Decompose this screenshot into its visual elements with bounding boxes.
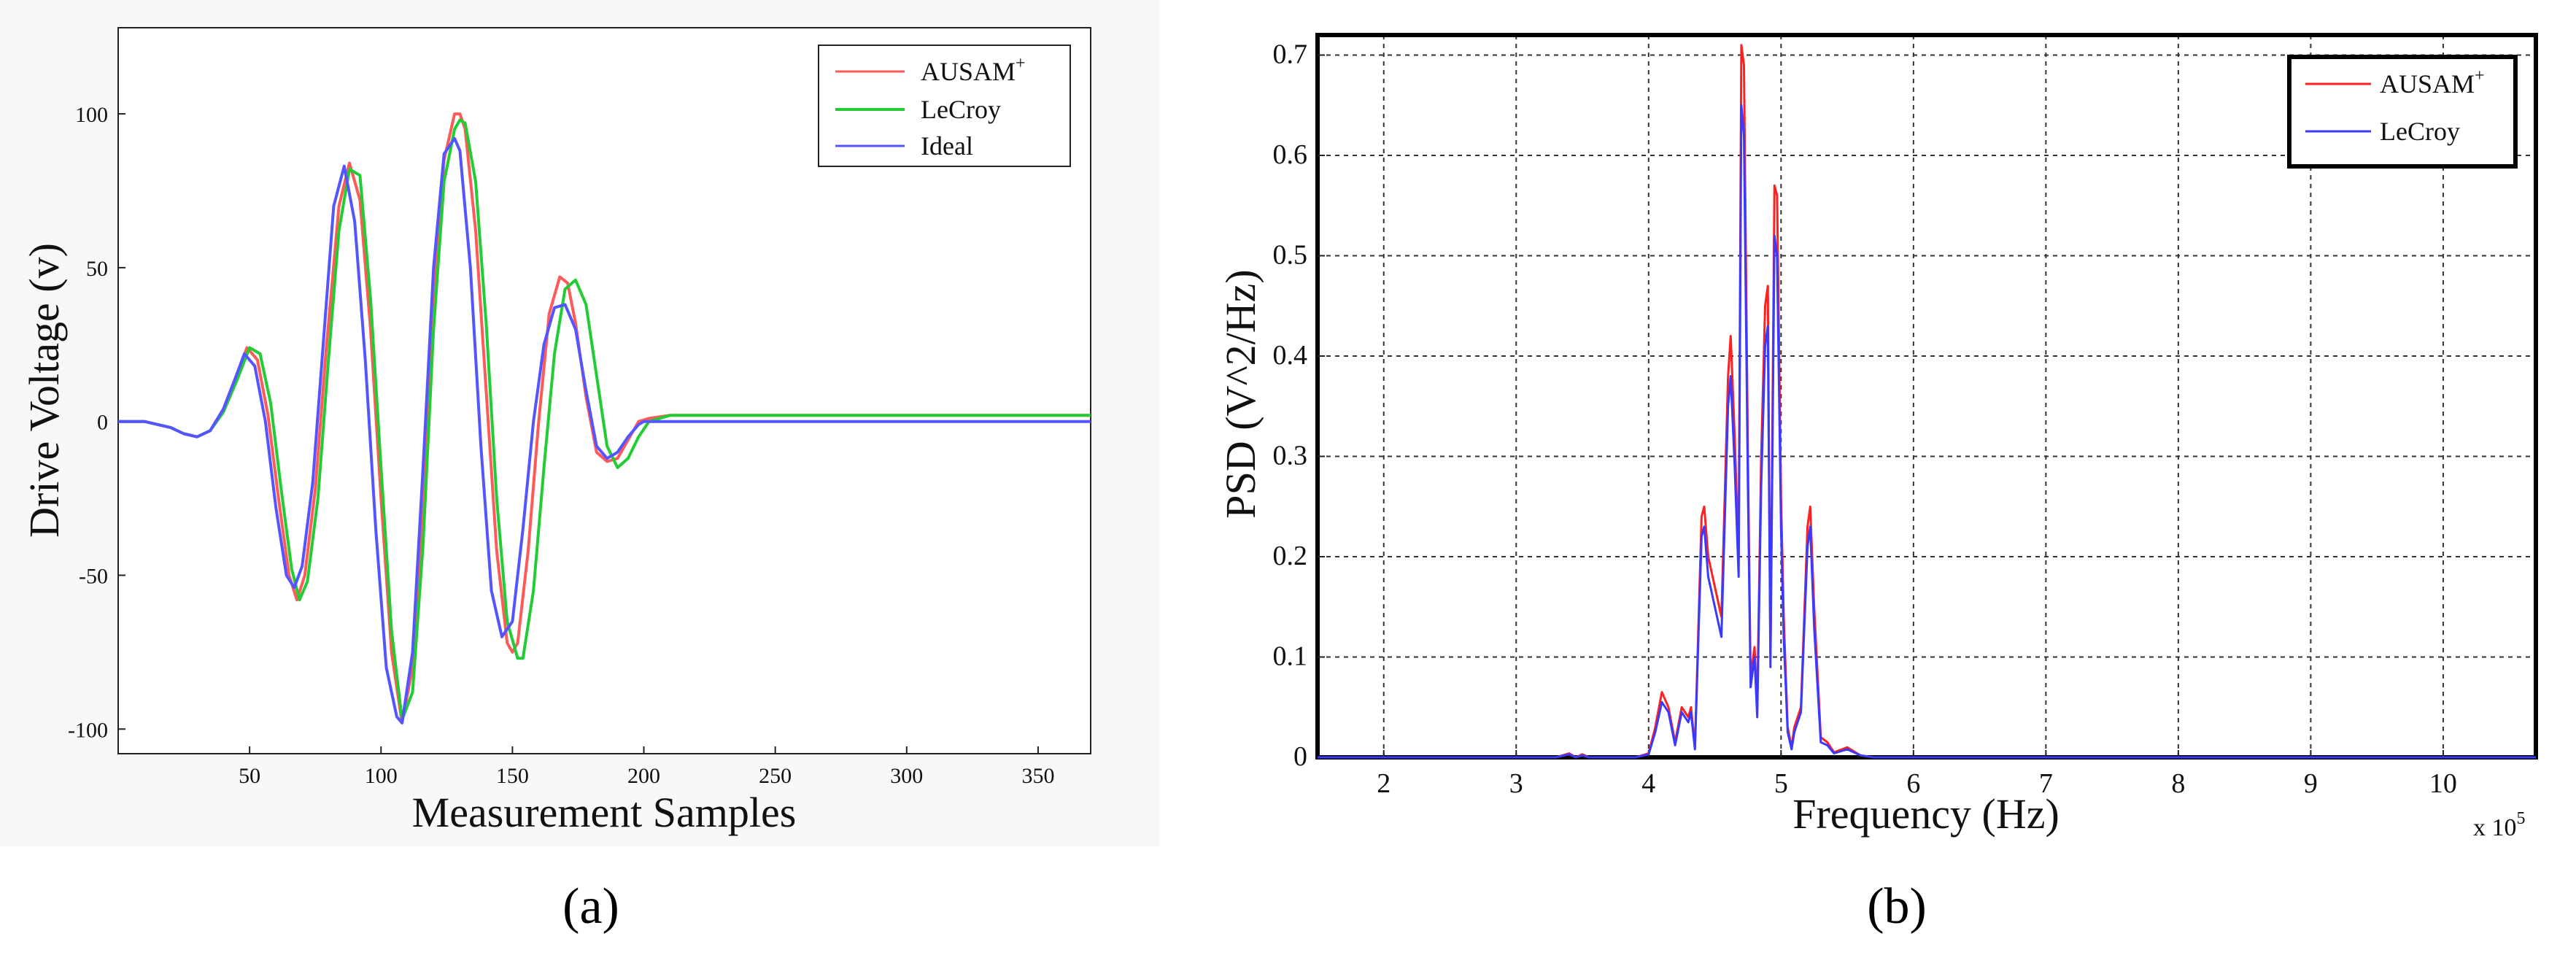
chart-b-series-group: [1318, 44, 2536, 759]
chart-a-xtick-label-5: 300: [890, 764, 923, 788]
chart-a-xtick-label-6: 350: [1021, 764, 1054, 788]
chart-b-ytick-label-1: 0.1: [1273, 641, 1308, 672]
chart-a-xtick-label-3: 200: [627, 764, 660, 788]
chart-b-xtick-label-4: 6: [1906, 768, 1920, 799]
chart-a-series-group: [118, 112, 1091, 724]
chart-b-xtick-label-6: 8: [2171, 768, 2185, 799]
chart-a-ytick-label-0: -100: [68, 718, 108, 742]
chart-a-ytick-label-2: 0: [97, 411, 108, 435]
chart-b-ylabel: PSD (V^2/Hz): [1217, 269, 1264, 518]
chart-b-x-multiplier: x 105: [2473, 809, 2526, 841]
chart-b-ytick-label-5: 0.5: [1273, 240, 1308, 271]
chart-b-legend-box: [2287, 55, 2518, 169]
chart-a-ytick-label-1: -50: [79, 564, 108, 588]
chart-b-legend-label-ausam: AUSAM+: [2380, 66, 2485, 98]
chart-a-xtick-label-2: 150: [496, 764, 529, 788]
chart-b-xlabel: Frequency (Hz): [1792, 790, 2059, 838]
chart-a-legend: AUSAM+ LeCroy Ideal: [818, 45, 1071, 167]
chart-b-ytick-label-2: 0.2: [1273, 541, 1308, 571]
chart-a-xtick-label-0: 50: [239, 764, 260, 788]
chart-a-legend-label-ideal: Ideal: [921, 131, 973, 161]
chart-b-ytick-label-0: 0: [1293, 741, 1307, 772]
chart-a-ytick-label-3: 50: [86, 257, 108, 281]
chart-b-ticks: 2 3 4 5 6 7 8 9 10 0 0.1 0.2 0.3 0.4 0.5 0.6 0.7: [1273, 39, 2457, 800]
chart-b-grid: [1318, 35, 2536, 758]
chart-a: 50 100 150 200 250 300 350 -100 -50 0 50 100 Measur…: [0, 0, 1160, 846]
chart-b-xtick-label-1: 3: [1509, 768, 1523, 799]
chart-a-ytick-label-4: 100: [75, 103, 108, 127]
chart-b-xtick-label-2: 4: [1641, 768, 1655, 799]
chart-a-legend-box: [818, 45, 1071, 167]
chart-b-legend: AUSAM+ LeCroy: [2287, 55, 2518, 169]
chart-b-ytick-label-3: 0.3: [1273, 441, 1308, 471]
chart-a-series-lecroy: [118, 118, 1091, 722]
chart-b-ytick-label-7: 0.7: [1273, 39, 1308, 70]
chart-a-ylabel: Drive Voltage (v): [20, 243, 68, 538]
chart-a-xtick-label-4: 250: [759, 764, 792, 788]
chart-b-xtick-label-5: 7: [2039, 768, 2053, 799]
panel-label-a: (a): [562, 878, 619, 935]
chart-a-series-ideal: [118, 136, 1091, 724]
chart-b-xtick-label-8: 10: [2429, 768, 2457, 799]
chart-b-xtick-label-3: 5: [1774, 768, 1788, 799]
chart-a-xlabel: Measurement Samples: [412, 789, 797, 836]
chart-a-legend-label-ausam: AUSAM+: [921, 54, 1026, 86]
chart-b-xtick-label-7: 9: [2304, 768, 2318, 799]
chart-b: 2 3 4 5 6 7 8 9 10 0 0.1 0.2 0.3 0.4 0.5 0.6 0.7 Frequen…: [1204, 0, 2576, 846]
chart-b-xtick-label-0: 2: [1377, 768, 1391, 799]
chart-a-xtick-label-1: 100: [365, 764, 398, 788]
chart-b-ytick-label-6: 0.6: [1273, 139, 1308, 170]
chart-b-ytick-label-4: 0.4: [1273, 340, 1308, 371]
chart-a-legend-label-lecroy: LeCroy: [921, 95, 1001, 124]
panel-label-b: (b): [1867, 878, 1927, 935]
chart-a-ticks: 50 100 150 200 250 300 350 -100 -50 0 50 100: [68, 103, 1054, 788]
chart-b-legend-label-lecroy: LeCroy: [2380, 117, 2460, 146]
chart-b-series-lecroy: [1318, 104, 2536, 759]
